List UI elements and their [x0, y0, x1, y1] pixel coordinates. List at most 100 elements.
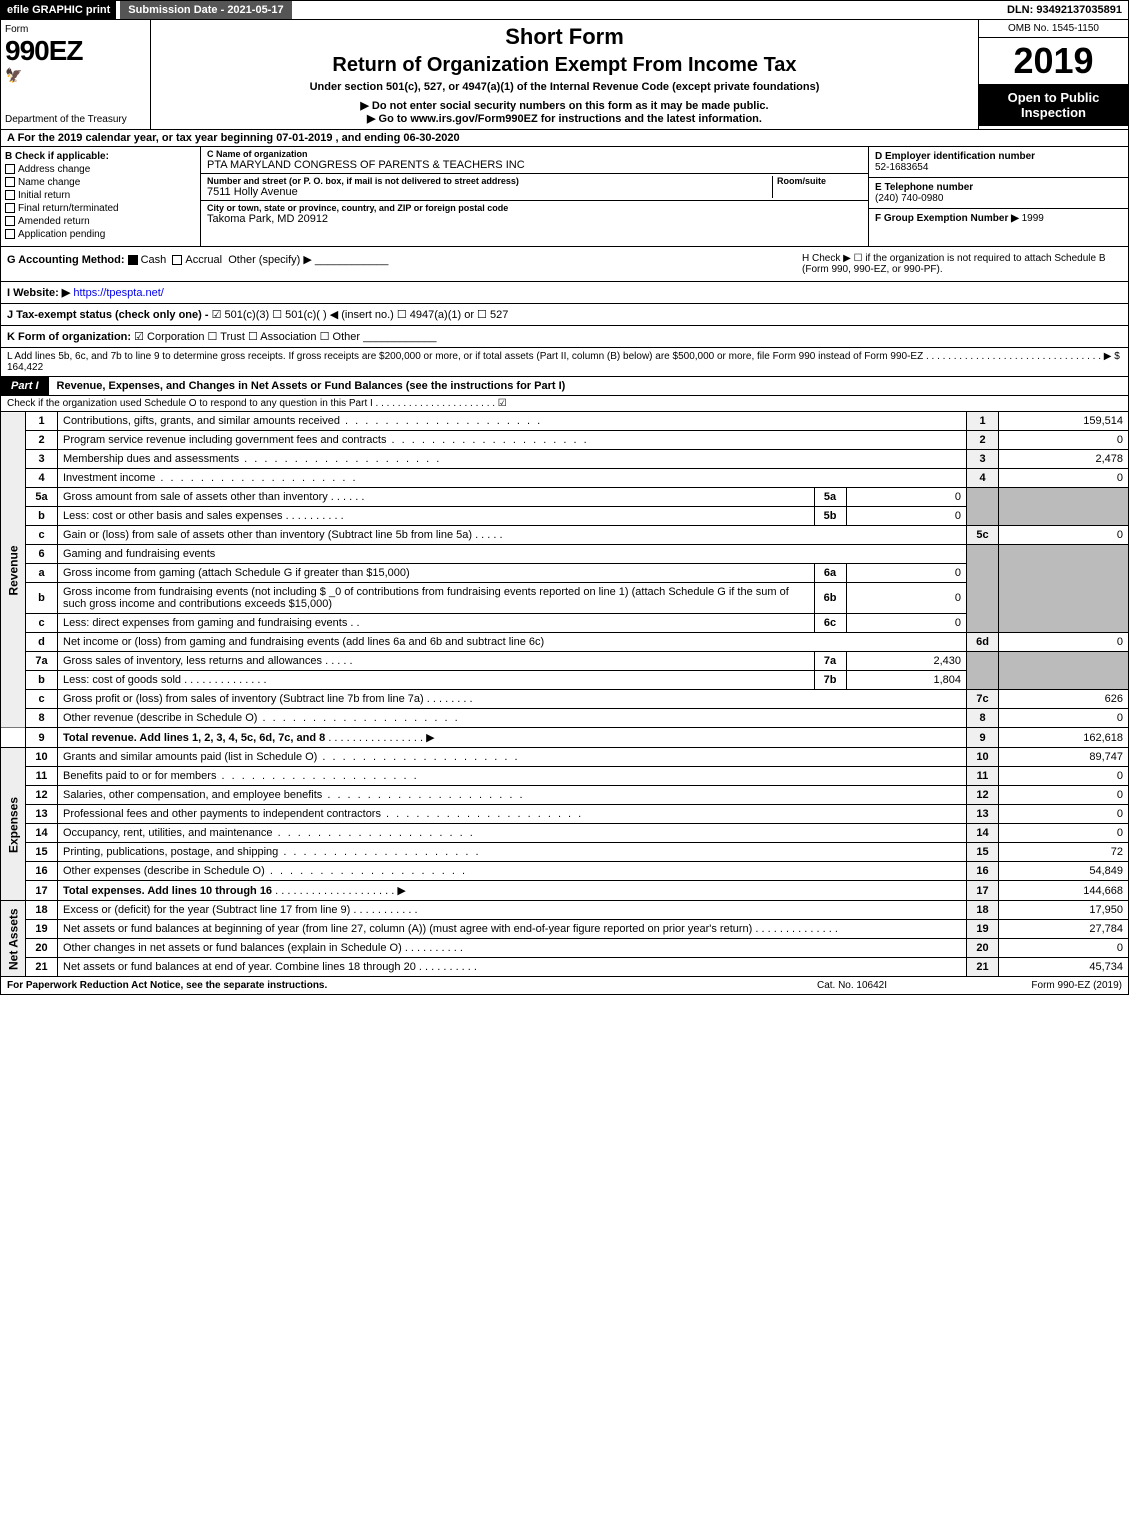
j-label: J Tax-exempt status (check only one) -: [7, 309, 209, 321]
org-name-row: C Name of organization PTA MARYLAND CONG…: [201, 147, 868, 174]
section-b-block: B Check if applicable: Address change Na…: [0, 147, 1129, 247]
cash-label: Cash: [141, 254, 167, 266]
chk-initial-return[interactable]: Initial return: [5, 190, 196, 201]
line-13: 13Professional fees and other payments t…: [1, 805, 1129, 824]
public-note: ▶ Do not enter social security numbers o…: [159, 99, 970, 112]
line-5b: bLess: cost or other basis and sales exp…: [1, 507, 1129, 526]
street-address: 7511 Holly Avenue: [207, 186, 772, 198]
j-options: ☑ 501(c)(3) ☐ 501(c)( ) ◀ (insert no.) ☐…: [212, 309, 509, 321]
k-label: K Form of organization:: [7, 331, 131, 343]
line-6a: aGross income from gaming (attach Schedu…: [1, 564, 1129, 583]
form-number: 990EZ: [5, 35, 146, 67]
ein-value: 52-1683654: [875, 162, 928, 173]
part1-title: Revenue, Expenses, and Changes in Net As…: [49, 377, 1128, 395]
k-form-org-row: K Form of organization: ☑ Corporation ☐ …: [0, 326, 1129, 348]
line-12: 12Salaries, other compensation, and empl…: [1, 786, 1129, 805]
line-2: 2Program service revenue including gover…: [1, 431, 1129, 450]
org-name: PTA MARYLAND CONGRESS OF PARENTS & TEACH…: [207, 159, 862, 171]
chk-final-return[interactable]: Final return/terminated: [5, 203, 196, 214]
g-label: G Accounting Method:: [7, 254, 125, 266]
h-schedule-b: H Check ▶ ☐ if the organization is not r…: [802, 253, 1122, 275]
website-link[interactable]: https://tpespta.net/: [73, 287, 164, 299]
header-right: OMB No. 1545-1150 2019 Open to Public In…: [978, 20, 1128, 129]
chk-cash[interactable]: [128, 255, 138, 265]
form-header: Form 990EZ 🦅 Department of the Treasury …: [0, 20, 1129, 130]
addr-label: Number and street (or P. O. box, if mail…: [207, 176, 772, 186]
line-17: 17Total expenses. Add lines 10 through 1…: [1, 881, 1129, 901]
header-left: Form 990EZ 🦅 Department of the Treasury: [1, 20, 151, 129]
city-row: City or town, state or province, country…: [201, 201, 868, 227]
chk-application-pending[interactable]: Application pending: [5, 229, 196, 240]
line-21: 21Net assets or fund balances at end of …: [1, 958, 1129, 977]
section-def-block: D Employer identification number 52-1683…: [868, 147, 1128, 246]
line-7b: bLess: cost of goods sold . . . . . . . …: [1, 671, 1129, 690]
line-15: 15Printing, publications, postage, and s…: [1, 843, 1129, 862]
c-label: C Name of organization: [207, 149, 862, 159]
irs-eagle-icon: 🦅: [5, 67, 146, 84]
address-row: Number and street (or P. O. box, if mail…: [201, 174, 868, 201]
part1-check-line: Check if the organization used Schedule …: [0, 396, 1129, 412]
city-label: City or town, state or province, country…: [207, 203, 862, 213]
section-a-taxyear: A For the 2019 calendar year, or tax yea…: [0, 130, 1129, 147]
line-16: 16Other expenses (describe in Schedule O…: [1, 862, 1129, 881]
line-10: Expenses 10Grants and similar amounts pa…: [1, 748, 1129, 767]
chk-name-change[interactable]: Name change: [5, 177, 196, 188]
line-11: 11Benefits paid to or for members110: [1, 767, 1129, 786]
submission-date: Submission Date - 2021-05-17: [120, 1, 291, 19]
short-form-title: Short Form: [159, 24, 970, 50]
subtitle: Under section 501(c), 527, or 4947(a)(1)…: [159, 81, 970, 93]
inspection-box: Open to Public Inspection: [979, 84, 1128, 126]
inspection-line1: Open to Public: [985, 90, 1122, 105]
efile-label: efile GRAPHIC print: [1, 1, 116, 19]
goto-link[interactable]: ▶ Go to www.irs.gov/Form990EZ for instru…: [159, 112, 970, 125]
header-center: Short Form Return of Organization Exempt…: [151, 20, 978, 129]
part1-label: Part I: [1, 377, 49, 395]
phone-row: E Telephone number (240) 740-0980: [869, 178, 1128, 209]
form-label: Form: [5, 24, 146, 35]
line-5c: cGain or (loss) from sale of assets othe…: [1, 526, 1129, 545]
line-9: 9Total revenue. Add lines 1, 2, 3, 4, 5c…: [1, 728, 1129, 748]
line-4: 4Investment income40: [1, 469, 1129, 488]
line-8: 8Other revenue (describe in Schedule O)8…: [1, 709, 1129, 728]
phone-value: (240) 740-0980: [875, 193, 943, 204]
form-version: Form 990-EZ (2019): [942, 980, 1122, 991]
line-20: 20Other changes in net assets or fund ba…: [1, 939, 1129, 958]
ein-row: D Employer identification number 52-1683…: [869, 147, 1128, 178]
revenue-side-label: Revenue: [1, 412, 26, 728]
line-6d: dNet income or (loss) from gaming and fu…: [1, 633, 1129, 652]
line-6b: bGross income from fundraising events (n…: [1, 583, 1129, 614]
g-accounting: G Accounting Method: Cash Accrual Other …: [7, 253, 802, 275]
section-b-checks: B Check if applicable: Address change Na…: [1, 147, 201, 246]
section-c-block: C Name of organization PTA MARYLAND CONG…: [201, 147, 868, 246]
chk-amended-return[interactable]: Amended return: [5, 216, 196, 227]
paperwork-notice: For Paperwork Reduction Act Notice, see …: [7, 980, 762, 991]
line-7a: 7aGross sales of inventory, less returns…: [1, 652, 1129, 671]
line-5a: 5aGross amount from sale of assets other…: [1, 488, 1129, 507]
chk-accrual[interactable]: [172, 255, 182, 265]
accrual-label: Accrual: [185, 254, 222, 266]
chk-address-change[interactable]: Address change: [5, 164, 196, 175]
line-14: 14Occupancy, rent, utilities, and mainte…: [1, 824, 1129, 843]
k-options: ☑ Corporation ☐ Trust ☐ Association ☐ Ot…: [134, 331, 360, 343]
other-label: Other (specify) ▶: [228, 254, 312, 266]
page-footer: For Paperwork Reduction Act Notice, see …: [0, 977, 1129, 995]
b-check-label: B Check if applicable:: [5, 151, 196, 162]
omb-number: OMB No. 1545-1150: [979, 20, 1128, 38]
e-label: E Telephone number: [875, 182, 973, 193]
j-tax-exempt-row: J Tax-exempt status (check only one) - ☑…: [0, 304, 1129, 326]
line-18: Net Assets 18Excess or (deficit) for the…: [1, 901, 1129, 920]
dept-label: Department of the Treasury: [5, 114, 146, 125]
catalog-number: Cat. No. 10642I: [762, 980, 942, 991]
main-title: Return of Organization Exempt From Incom…: [159, 54, 970, 77]
top-bar: efile GRAPHIC print Submission Date - 20…: [0, 0, 1129, 20]
l-gross-receipts-row: L Add lines 5b, 6c, and 7b to line 9 to …: [0, 348, 1129, 377]
expenses-side-label: Expenses: [1, 748, 26, 901]
i-website-row: I Website: ▶ https://tpespta.net/: [0, 282, 1129, 304]
dln-label: DLN: 93492137035891: [1001, 1, 1128, 19]
tax-year: 2019: [979, 38, 1128, 84]
gh-row: G Accounting Method: Cash Accrual Other …: [0, 247, 1129, 282]
lines-table: Revenue 1Contributions, gifts, grants, a…: [0, 412, 1129, 977]
group-exemption-value: 1999: [1022, 213, 1044, 224]
line-6c: cLess: direct expenses from gaming and f…: [1, 614, 1129, 633]
line-19: 19Net assets or fund balances at beginni…: [1, 920, 1129, 939]
